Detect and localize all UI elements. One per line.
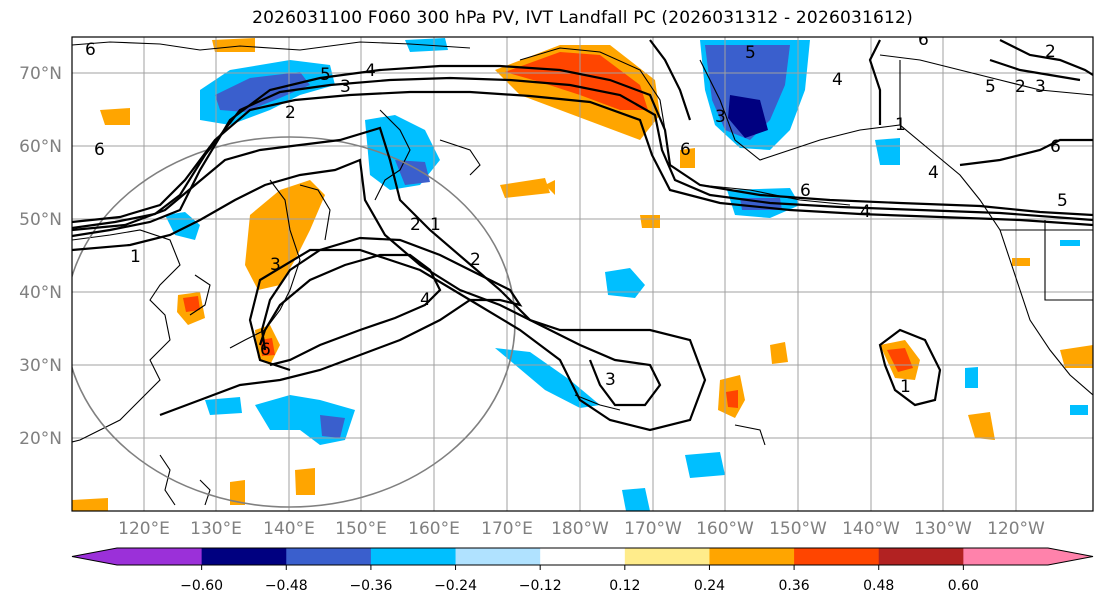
lat-label: 70°N bbox=[19, 64, 62, 84]
lon-label: 150°E bbox=[335, 519, 387, 539]
contour-label: 1 bbox=[130, 247, 141, 267]
contour-label: 6 bbox=[85, 40, 96, 60]
lat-label: 20°N bbox=[19, 429, 62, 449]
lat-label: 60°N bbox=[19, 137, 62, 157]
colorbar-segment bbox=[370, 548, 457, 565]
colorbar-tick-label: 0.60 bbox=[948, 578, 979, 594]
colorbar-tick-label: 0.24 bbox=[694, 578, 725, 594]
colorbar-segment bbox=[286, 548, 372, 565]
contour-label: 3 bbox=[1035, 77, 1046, 97]
contour-label: 1 bbox=[900, 377, 911, 397]
contour-label: 4 bbox=[420, 290, 431, 310]
lon-label: 120°E bbox=[118, 519, 170, 539]
lat-label: 40°N bbox=[19, 283, 62, 303]
contour-label: 6 bbox=[800, 181, 811, 201]
contour-label: 4 bbox=[928, 163, 939, 183]
graticule bbox=[72, 37, 1093, 511]
colorbar-segment bbox=[878, 548, 964, 565]
coastlines bbox=[72, 41, 1093, 506]
lon-label: 130°W bbox=[914, 519, 972, 539]
colorbar-extend-high bbox=[1048, 548, 1093, 565]
lon-label: 170°E bbox=[481, 519, 533, 539]
colorbar-segment bbox=[201, 548, 287, 565]
colorbar-tick-label: 0.12 bbox=[609, 578, 640, 594]
lon-label: 170°W bbox=[624, 519, 682, 539]
contour-label: 4 bbox=[832, 70, 843, 90]
lon-label: 140°E bbox=[263, 519, 315, 539]
colorbar-segment bbox=[540, 548, 626, 565]
lon-label: 160°E bbox=[408, 519, 460, 539]
contour-label: 3 bbox=[605, 370, 616, 390]
colorbar-segment bbox=[963, 548, 1049, 565]
map-border bbox=[71, 36, 1094, 512]
colorbar-tick-label: −0.48 bbox=[265, 578, 308, 594]
contour-label: 6 bbox=[94, 140, 105, 160]
contour-label: 3 bbox=[340, 77, 351, 97]
contour-label: 6 bbox=[1050, 137, 1061, 157]
longitude-labels: 120°E 130°E 140°E 150°E 160°E 170°E 180°… bbox=[118, 519, 1045, 539]
contour-label: 5 bbox=[1057, 191, 1068, 211]
contour-labels: 6 5 4 3 2 1 2 3 4 6 1 2 3 4 3 5 6 4 5 6 … bbox=[85, 30, 1068, 397]
lon-label: 180°W bbox=[551, 519, 609, 539]
colorbar-tick-label: −0.24 bbox=[434, 578, 477, 594]
colorbar-segment bbox=[455, 548, 541, 565]
colorbar-segment bbox=[709, 548, 795, 565]
contour-label: 1 bbox=[430, 215, 441, 235]
lat-label: 30°N bbox=[19, 356, 62, 376]
lon-label: 150°W bbox=[769, 519, 827, 539]
contour-label: 2 bbox=[285, 103, 296, 123]
ivt-contours bbox=[72, 39, 1093, 432]
colorbar-outline bbox=[71, 547, 1094, 566]
lon-label: 120°W bbox=[987, 519, 1045, 539]
lon-label: 140°W bbox=[842, 519, 900, 539]
contour-label: 5 bbox=[745, 43, 756, 63]
contour-label: 2 bbox=[1015, 77, 1026, 97]
contour-label: 2 bbox=[410, 215, 421, 235]
contour-label: 3 bbox=[270, 255, 281, 275]
contour-label: 6 bbox=[680, 140, 691, 160]
latitude-labels: 70°N 60°N 50°N 40°N 30°N 20°N bbox=[19, 64, 62, 449]
colorbar-extend-low bbox=[72, 548, 117, 565]
colorbar-segment bbox=[794, 548, 880, 565]
lon-label: 130°E bbox=[190, 519, 242, 539]
colorbar-tick-label: −0.60 bbox=[180, 578, 223, 594]
contour-label: 6 bbox=[260, 340, 271, 360]
colorbar: −0.60 −0.48 −0.36 −0.24 −0.12 0.12 0.24 0.36 0.4… bbox=[71, 547, 1094, 594]
contour-label: 2 bbox=[470, 250, 481, 270]
colorbar-tick-label: 0.48 bbox=[863, 578, 894, 594]
lat-label: 50°N bbox=[19, 210, 62, 230]
contour-label: 2 bbox=[1045, 42, 1056, 62]
colorbar-tick-label: −0.12 bbox=[519, 578, 562, 594]
colorbar-tick-label: 0.36 bbox=[779, 578, 810, 594]
colorbar-tick-label: −0.36 bbox=[349, 578, 392, 594]
colorbar-segment bbox=[117, 548, 203, 565]
map-title: 2026031100 F060 300 hPa PV, IVT Landfall… bbox=[252, 8, 913, 28]
contour-label: 4 bbox=[365, 61, 376, 81]
colorbar-segment bbox=[624, 548, 710, 565]
contour-label: 6 bbox=[918, 30, 929, 50]
contour-label: 3 bbox=[715, 107, 726, 127]
contour-label: 4 bbox=[860, 202, 871, 222]
landfall-region-circle bbox=[72, 136, 516, 508]
contour-label: 1 bbox=[895, 115, 906, 135]
contour-label: 5 bbox=[320, 65, 331, 85]
contour-label: 5 bbox=[985, 77, 996, 97]
lon-label: 160°W bbox=[696, 519, 754, 539]
